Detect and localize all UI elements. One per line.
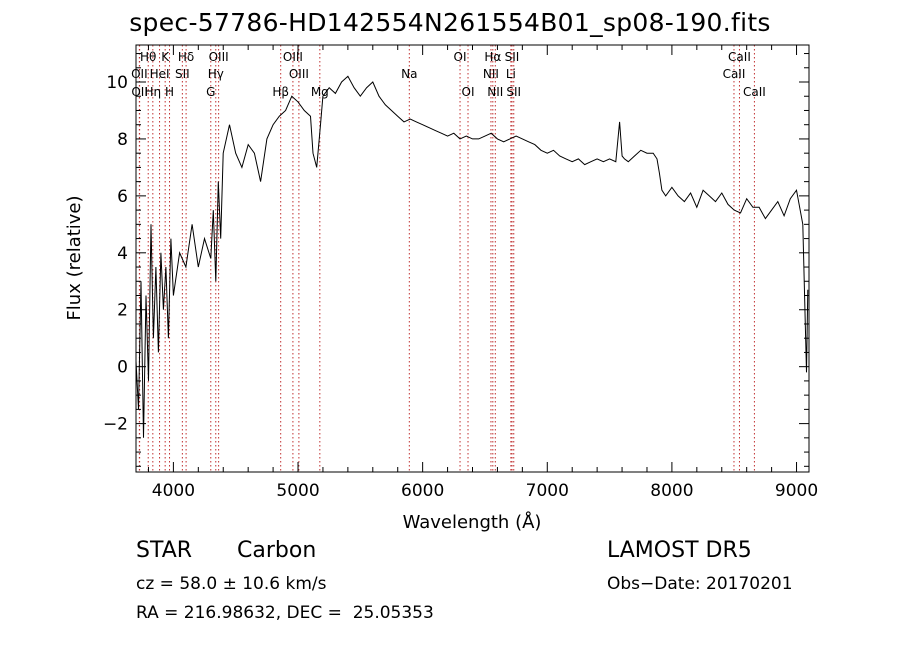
obsdate-text: Obs−Date: 20170201: [607, 574, 793, 594]
x-tick-label: 8000: [650, 481, 693, 501]
x-tick-label: 9000: [775, 481, 818, 501]
y-axis-label: Flux (relative): [64, 195, 85, 320]
line-annotation: SII: [505, 50, 520, 64]
line-annotation: Hγ: [208, 67, 224, 81]
y-axis-ticks: −2 0 2 4 6 8 10: [103, 53, 809, 467]
line-annotation: OI: [462, 85, 475, 99]
y-tick-label: 8: [117, 130, 128, 150]
y-tick-label: −2: [103, 415, 128, 435]
subclass-label: Carbon: [237, 538, 317, 563]
x-tick-label: 7000: [526, 481, 569, 501]
x-axis-ticks: 4000 5000 6000 7000 8000 9000: [147, 45, 818, 501]
line-annotation: CaII: [728, 50, 751, 64]
y-tick-label: 10: [106, 73, 128, 93]
line-annotations: Hθ K Hδ OIII OIII OI Hα SII CaII OII HeI SII Hγ OIII N…: [131, 50, 766, 99]
line-annotation: OI: [454, 50, 467, 64]
y-tick-label: 4: [117, 244, 128, 264]
line-annotation: Hδ: [178, 50, 194, 64]
y-tick-label: 2: [117, 301, 128, 321]
coords-text: RA = 216.98632, DEC = 25.05353: [136, 603, 434, 623]
chart-title: spec-57786-HD142554N261554B01_sp08-190.f…: [129, 8, 771, 37]
line-annotation: Mg: [311, 85, 329, 99]
line-annotation: NII: [487, 85, 503, 99]
line-annotation: Li: [506, 67, 516, 81]
line-annotation: SII: [506, 85, 521, 99]
line-annotation: K: [161, 50, 170, 64]
spectrum-series-line: [135, 75, 809, 438]
plot-frame: [135, 44, 810, 473]
line-annotation: Na: [401, 67, 417, 81]
line-annotation: H: [165, 85, 174, 99]
x-axis-label: Wavelength (Å): [403, 511, 542, 533]
y-tick-label: 6: [117, 187, 128, 207]
line-annotation: Hθ: [140, 50, 156, 64]
line-annotation: OII: [131, 85, 148, 99]
line-markers: [138, 45, 755, 472]
line-annotation: OIII: [283, 50, 303, 64]
line-annotation: CaII: [723, 67, 746, 81]
x-tick-label: 5000: [276, 481, 319, 501]
line-annotation: HeI: [150, 67, 170, 81]
survey-label: LAMOST DR5: [607, 538, 752, 563]
line-annotation: OII: [131, 67, 148, 81]
line-annotation: OIII: [209, 50, 229, 64]
line-annotation: SII: [175, 67, 190, 81]
line-annotation: G: [206, 85, 215, 99]
line-annotation: CaII: [743, 85, 766, 99]
y-tick-label: 0: [117, 358, 128, 378]
line-annotation: OIII: [289, 67, 309, 81]
class-label: STAR: [136, 538, 193, 563]
x-tick-label: 4000: [152, 481, 195, 501]
x-tick-label: 6000: [401, 481, 444, 501]
line-annotation: Hα: [484, 50, 501, 64]
line-annotation: Hη: [145, 85, 162, 99]
line-annotation: Hβ: [272, 85, 289, 99]
velocity-text: cz = 58.0 ± 10.6 km/s: [136, 574, 327, 594]
line-annotation: NII: [483, 67, 499, 81]
